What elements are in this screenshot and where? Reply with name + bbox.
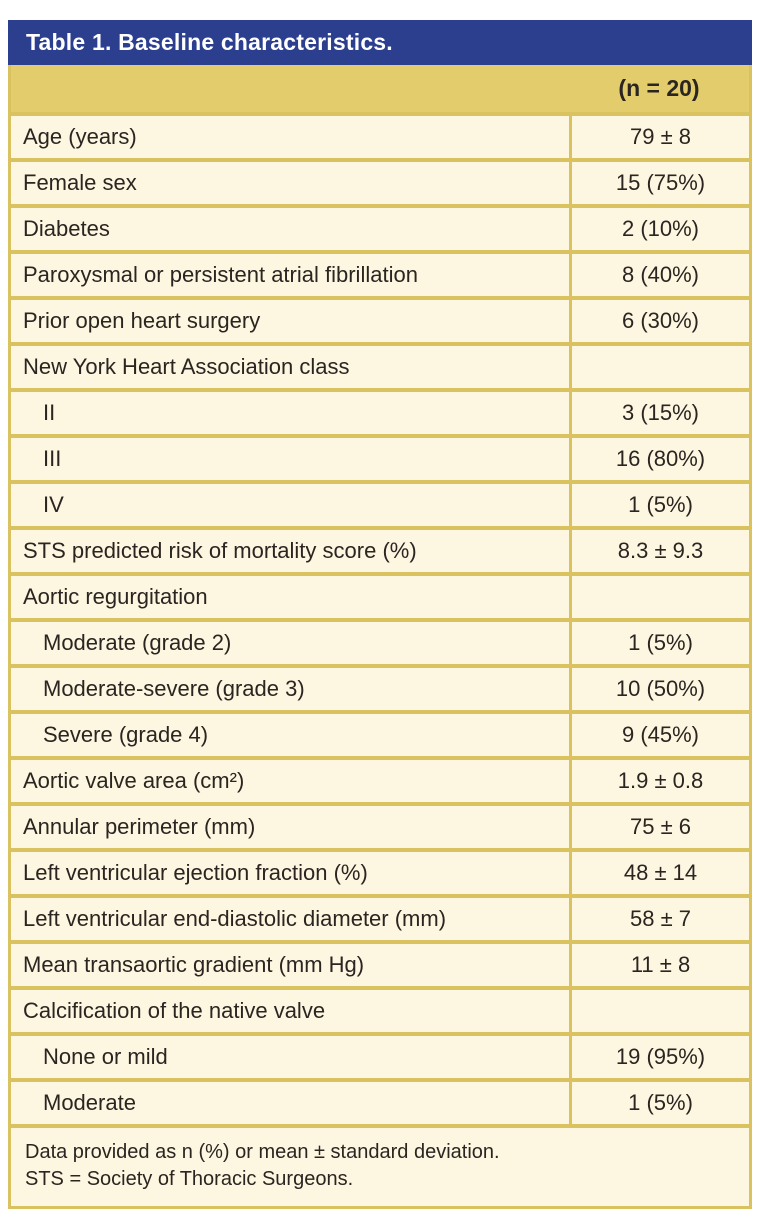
table-footnotes: Data provided as n (%) or mean ± standar… [11, 1124, 749, 1206]
row-value: 1 (5%) [569, 1082, 749, 1124]
table-title: Table 1. Baseline characteristics. [26, 29, 393, 55]
row-value [569, 990, 749, 1032]
row-label: Paroxysmal or persistent atrial fibrilla… [23, 262, 418, 287]
row-label: Moderate [43, 1090, 136, 1115]
baseline-characteristics-table: Table 1. Baseline characteristics. (n = … [8, 20, 752, 1209]
row-label: Female sex [23, 170, 137, 195]
row-label: New York Heart Association class [23, 354, 350, 379]
row-label: Moderate-severe (grade 3) [43, 676, 305, 701]
row-value: 16 (80%) [569, 438, 749, 480]
table-row: Age (years) 79 ± 8 [11, 112, 749, 158]
row-label: Annular perimeter (mm) [23, 814, 256, 839]
row-value: 9 (45%) [569, 714, 749, 756]
row-value: 10 (50%) [569, 668, 749, 710]
table-row: Aortic regurgitation [11, 572, 749, 618]
table-row: Moderate 1 (5%) [11, 1078, 749, 1124]
row-value: 1 (5%) [569, 622, 749, 664]
table-row: Left ventricular ejection fraction (%) 4… [11, 848, 749, 894]
row-value: 15 (75%) [569, 162, 749, 204]
table-row: Prior open heart surgery 6 (30%) [11, 296, 749, 342]
table-row: IV 1 (5%) [11, 480, 749, 526]
row-value [569, 576, 749, 618]
row-value [569, 346, 749, 388]
footnote-line-2: STS = Society of Thoracic Surgeons. [25, 1168, 354, 1190]
row-value: 58 ± 7 [569, 898, 749, 940]
row-label: Left ventricular end-diastolic diameter … [23, 906, 447, 931]
table-row: Severe (grade 4) 9 (45%) [11, 710, 749, 756]
row-label: Moderate (grade 2) [43, 630, 232, 655]
row-label: Calcification of the native valve [23, 998, 326, 1023]
table-row: Moderate (grade 2) 1 (5%) [11, 618, 749, 664]
table-row: Diabetes 2 (10%) [11, 204, 749, 250]
footnote-line-1: Data provided as n (%) or mean ± standar… [25, 1141, 500, 1163]
sample-size-header: (n = 20) [618, 75, 700, 101]
row-value: 3 (15%) [569, 392, 749, 434]
row-value: 48 ± 14 [569, 852, 749, 894]
row-label: Age (years) [23, 124, 137, 149]
table-row: Calcification of the native valve [11, 986, 749, 1032]
row-label: Left ventricular ejection fraction (%) [23, 860, 368, 885]
column-header-row: (n = 20) [11, 65, 749, 112]
row-label: STS predicted risk of mortality score (%… [23, 538, 417, 563]
row-value: 79 ± 8 [569, 116, 749, 158]
table-body: (n = 20) Age (years) 79 ± 8 Female sex 1… [8, 65, 752, 1209]
table-row: New York Heart Association class [11, 342, 749, 388]
row-label: Prior open heart surgery [23, 308, 261, 333]
row-value: 8 (40%) [569, 254, 749, 296]
table-row: II 3 (15%) [11, 388, 749, 434]
row-label: Mean transaortic gradient (mm Hg) [23, 952, 365, 977]
row-label: Severe (grade 4) [43, 722, 209, 747]
row-label: Aortic regurgitation [23, 584, 208, 609]
row-label: None or mild [43, 1044, 168, 1069]
table-row: Female sex 15 (75%) [11, 158, 749, 204]
row-value: 19 (95%) [569, 1036, 749, 1078]
row-label: IV [43, 492, 64, 517]
table-row: Moderate-severe (grade 3) 10 (50%) [11, 664, 749, 710]
row-value: 75 ± 6 [569, 806, 749, 848]
row-label: Aortic valve area (cm²) [23, 768, 245, 793]
table-rows: Age (years) 79 ± 8 Female sex 15 (75%) D… [11, 112, 749, 1124]
row-value: 11 ± 8 [569, 944, 749, 986]
table-row: None or mild 19 (95%) [11, 1032, 749, 1078]
table-row: Aortic valve area (cm²) 1.9 ± 0.8 [11, 756, 749, 802]
row-value: 1.9 ± 0.8 [569, 760, 749, 802]
table-row: Paroxysmal or persistent atrial fibrilla… [11, 250, 749, 296]
table-row: III 16 (80%) [11, 434, 749, 480]
row-label: Diabetes [23, 216, 110, 241]
table-row: Left ventricular end-diastolic diameter … [11, 894, 749, 940]
row-value: 8.3 ± 9.3 [569, 530, 749, 572]
row-label: II [43, 400, 56, 425]
row-label: III [43, 446, 62, 471]
table-row: STS predicted risk of mortality score (%… [11, 526, 749, 572]
table-row: Annular perimeter (mm) 75 ± 6 [11, 802, 749, 848]
row-value: 6 (30%) [569, 300, 749, 342]
row-value: 2 (10%) [569, 208, 749, 250]
table-title-bar: Table 1. Baseline characteristics. [8, 20, 752, 65]
table-row: Mean transaortic gradient (mm Hg) 11 ± 8 [11, 940, 749, 986]
row-value: 1 (5%) [569, 484, 749, 526]
